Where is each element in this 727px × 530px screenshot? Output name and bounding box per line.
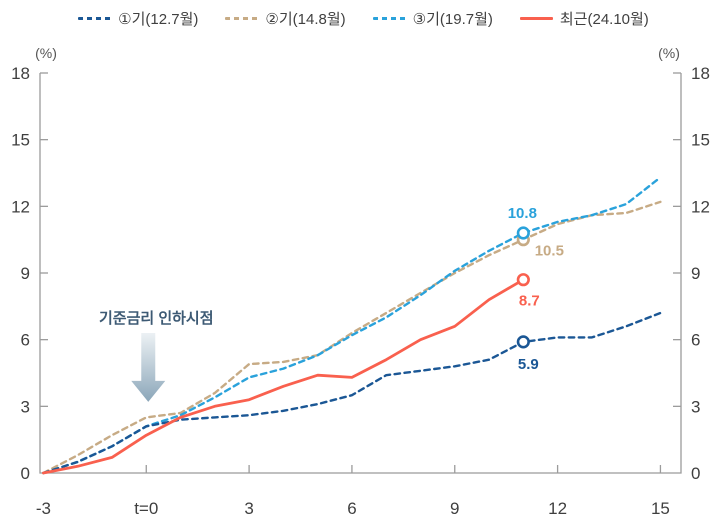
x-axis-label: -3	[36, 499, 51, 518]
legend-label: ①기(12.7월)	[118, 11, 199, 28]
right-unit-label: (%)	[658, 45, 680, 61]
y-axis-label-right: 18	[691, 64, 710, 83]
legend-dashed-line-swatch	[225, 17, 259, 20]
x-axis-label: 6	[347, 499, 356, 518]
y-axis-label-left: 9	[21, 264, 30, 283]
series-end-marker-4	[516, 273, 530, 287]
y-axis-label-left: 3	[21, 397, 30, 416]
y-axis-label-right: 12	[691, 197, 710, 216]
y-axis-label-left: 15	[11, 131, 30, 150]
legend-dashed-line-swatch	[78, 17, 112, 20]
chart-legend: ①기(12.7월) ②기(14.8월) ③기(19.7월) 최근(24.10월)	[0, 8, 727, 29]
series-end-marker-3	[516, 226, 530, 240]
legend-item-period1: ①기(12.7월)	[78, 8, 198, 29]
rate-cut-down-arrow	[131, 333, 166, 402]
series-value-label-3: 10.8	[508, 205, 537, 222]
series-value-label-1: 5.9	[518, 356, 539, 373]
x-axis-label: 12	[548, 499, 567, 518]
legend-item-recent: 최근(24.10월)	[519, 8, 649, 29]
y-axis-label-right: 15	[691, 131, 710, 150]
y-axis-label-right: 0	[691, 464, 700, 483]
y-axis-label-right: 6	[691, 331, 700, 350]
legend-solid-line-swatch	[519, 17, 553, 20]
annotation-rate-cut-label: 기준금리 인하시점	[99, 309, 214, 327]
x-axis-label: 9	[450, 499, 459, 518]
series-line-4	[42, 278, 525, 475]
y-axis-label-left: 6	[21, 331, 30, 350]
series-end-marker-1	[516, 335, 530, 349]
series-line-1	[42, 311, 662, 475]
series-value-label-4: 8.7	[519, 293, 540, 310]
legend-label: ②기(14.8월)	[265, 11, 346, 28]
legend-label: ③기(19.7월)	[412, 11, 493, 28]
y-axis-label-left: 0	[21, 464, 30, 483]
legend-dashed-line-swatch	[372, 17, 406, 20]
y-axis-label-right: 9	[691, 264, 700, 283]
x-axis-label: 15	[651, 499, 670, 518]
legend-item-period2: ②기(14.8월)	[225, 8, 346, 29]
legend-item-period3: ③기(19.7월)	[372, 8, 493, 29]
legend-label: 최근(24.10월)	[559, 11, 649, 28]
y-axis-label-left: 18	[11, 64, 30, 83]
series-line-2	[42, 200, 662, 475]
axis-frame	[39, 73, 682, 474]
x-axis-label: t=0	[134, 499, 158, 518]
y-axis-label-left: 12	[11, 197, 30, 216]
left-unit-label: (%)	[35, 45, 57, 61]
y-axis-label-right: 3	[691, 397, 700, 416]
series-value-label-2: 10.5	[535, 243, 564, 260]
x-axis-label: 3	[244, 499, 253, 518]
